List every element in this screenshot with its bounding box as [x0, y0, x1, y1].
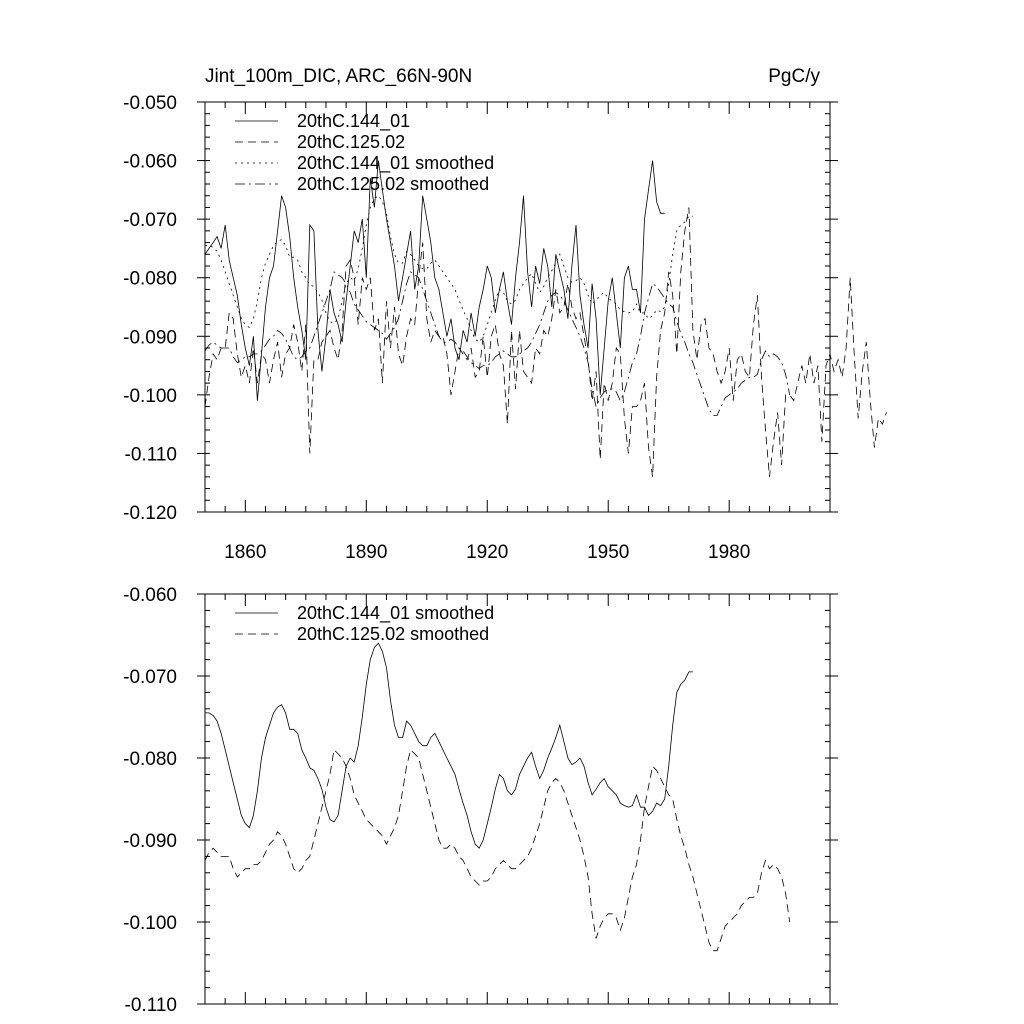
- legend-label: 20thC.125.02: [297, 132, 405, 152]
- y-tick-label: -0.090: [123, 327, 177, 348]
- legend-label: 20thC.144_01 smoothed: [297, 603, 494, 624]
- y-tick-label: -0.090: [123, 831, 177, 852]
- y-tick-label: -0.070: [123, 210, 177, 231]
- y-tick-label: -0.060: [123, 152, 177, 173]
- x-tick-label: 1920: [466, 542, 508, 563]
- x-tick-label: 1950: [587, 542, 629, 563]
- series-line: [204, 207, 887, 477]
- y-tick-label: -0.110: [125, 444, 177, 465]
- chart-bottom: -0.060 -0.070 -0.080 -0.090 -0.100 -0.110 20t…: [123, 585, 838, 1016]
- x-tick-label: 1890: [345, 542, 387, 563]
- chart-title: Jint_100m_DIC, ARC_66N-90N: [205, 66, 472, 87]
- x-tick-label: 1980: [708, 542, 750, 563]
- legend-label: 20thC.125.02 smoothed: [297, 174, 489, 194]
- series-line: [205, 195, 693, 343]
- chart-units: PgC/y: [768, 66, 820, 87]
- y-tick-label: -0.060: [123, 585, 177, 606]
- legend-label: 20thC.144_01: [297, 111, 410, 132]
- y-tick-label: -0.100: [123, 386, 177, 407]
- y-tick-label: -0.120: [123, 503, 177, 524]
- y-tick-label: -0.110: [125, 995, 177, 1016]
- plot-frame-bottom: [204, 593, 831, 1005]
- series-line: [204, 748, 791, 952]
- axis-ticks-top: 1860 1890 1920 1950 1980 -0.050 -0.060 -0.070 -0…: [123, 93, 838, 563]
- x-tick-label: 1860: [224, 542, 266, 563]
- legend-label: 20thC.125.02 smoothed: [297, 624, 489, 644]
- y-tick-label: -0.050: [123, 93, 177, 114]
- axis-ticks-bottom: -0.060 -0.070 -0.080 -0.090 -0.100 -0.110: [123, 585, 838, 1016]
- series-group-top: [204, 160, 887, 477]
- y-tick-label: -0.100: [123, 913, 177, 934]
- y-tick-label: -0.080: [123, 269, 177, 290]
- y-tick-label: -0.070: [123, 667, 177, 688]
- series-line: [205, 642, 693, 849]
- series-group-bottom: [204, 642, 791, 952]
- y-tick-label: -0.080: [123, 749, 177, 770]
- series-line: [204, 160, 665, 401]
- chart-top: Jint_100m_DIC, ARC_66N-90N PgC/y 1860 189…: [123, 66, 887, 563]
- series-line: [204, 271, 791, 416]
- legend-label: 20thC.144_01 smoothed: [297, 153, 494, 174]
- plot-frame-top: [204, 101, 831, 513]
